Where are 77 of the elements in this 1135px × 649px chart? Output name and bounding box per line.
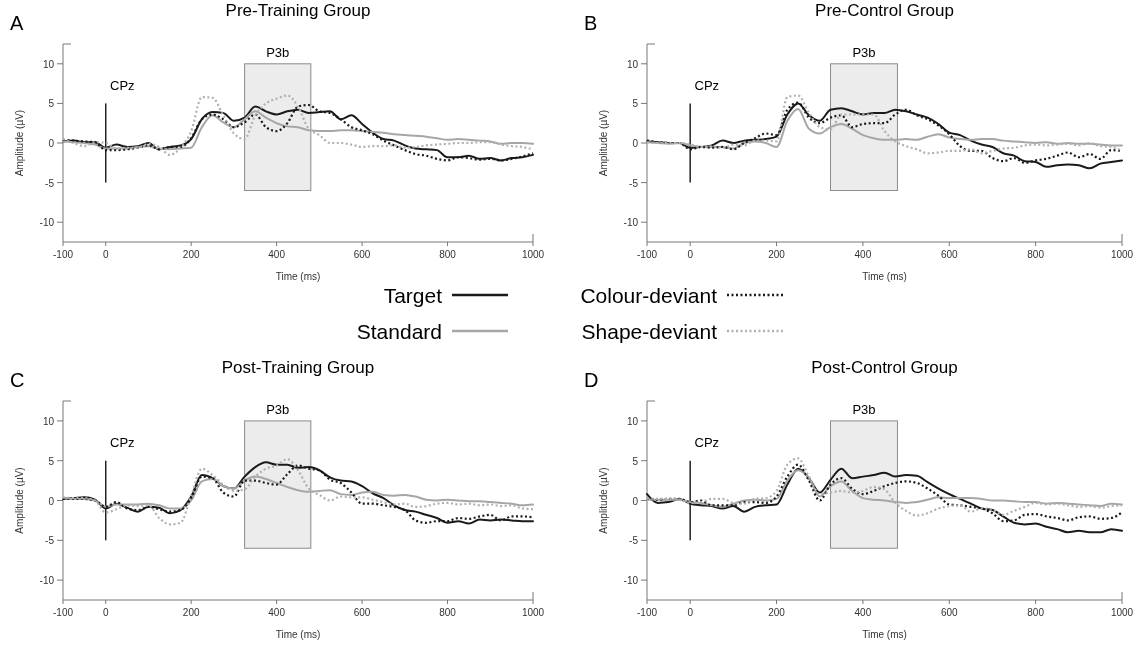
x-tick-label: 400 xyxy=(854,249,872,260)
x-tick-label: 200 xyxy=(768,607,786,618)
annotation: CPz xyxy=(110,77,135,93)
y-tick-label: -10 xyxy=(39,575,55,587)
x-tick-label: 600 xyxy=(353,607,371,618)
x-tick-label: 800 xyxy=(439,607,457,618)
text: B xyxy=(584,12,598,34)
x-tick-label: 600 xyxy=(940,249,959,260)
y-tick-label: 0 xyxy=(632,138,639,149)
text: A xyxy=(10,12,24,34)
annotation: CPz xyxy=(110,434,135,450)
text: C xyxy=(10,369,25,391)
chart-title: Post-Training Group xyxy=(221,358,375,377)
y-tick-label: 5 xyxy=(48,98,55,110)
y-tick-label: 10 xyxy=(42,415,55,427)
x-tick-label: 0 xyxy=(687,607,694,618)
x-tick-label: 200 xyxy=(768,249,786,260)
x-tick-label: 1000 xyxy=(521,607,545,618)
legend-label: Shape-deviant xyxy=(581,320,718,343)
x-tick-label: 1000 xyxy=(1110,249,1134,260)
x-tick-label: -100 xyxy=(52,249,74,260)
x-tick-label: 600 xyxy=(940,607,959,618)
y-tick-label: 0 xyxy=(48,495,55,507)
y-tick-label: -5 xyxy=(45,177,55,189)
band-label: P3b xyxy=(266,401,290,417)
y-tick-label: 0 xyxy=(48,138,55,149)
x-axis-title: Time (ms) xyxy=(275,629,321,640)
y-tick-label: 10 xyxy=(626,415,639,427)
x-tick-label: 800 xyxy=(1027,607,1045,618)
legend-label: Colour-deviant xyxy=(580,284,718,307)
x-tick-label: 800 xyxy=(439,249,457,260)
legend-label: Target xyxy=(383,284,443,307)
x-tick-label: 0 xyxy=(102,249,109,260)
y-tick-label: -5 xyxy=(45,535,55,547)
y-tick-label: 0 xyxy=(632,495,639,507)
legend-label: Standard xyxy=(356,320,442,343)
y-tick-label: 5 xyxy=(632,98,639,110)
x-axis-title: Time (ms) xyxy=(862,629,907,640)
band-label: P3b xyxy=(852,401,876,417)
x-tick-label: 600 xyxy=(353,249,371,260)
x-tick-label: 1000 xyxy=(1110,607,1134,618)
annotation: CPz xyxy=(694,77,720,93)
x-tick-label: 0 xyxy=(102,607,109,618)
x-tick-label: -100 xyxy=(636,607,658,618)
chart-title: Pre-Control Group xyxy=(815,1,954,20)
y-tick-label: -10 xyxy=(39,217,55,229)
x-tick-label: 400 xyxy=(268,249,286,260)
band-label: P3b xyxy=(266,44,290,60)
x-axis-title: Time (ms) xyxy=(275,271,321,282)
y-tick-label: 5 xyxy=(632,455,639,467)
x-tick-label: 200 xyxy=(182,607,200,618)
y-tick-label: -5 xyxy=(629,177,639,189)
y-tick-label: 10 xyxy=(42,58,55,70)
x-tick-label: 1000 xyxy=(521,249,545,260)
x-tick-label: 0 xyxy=(687,249,694,260)
y-axis-title: Amplitude (µV) xyxy=(598,467,609,534)
y-tick-label: -10 xyxy=(623,217,639,229)
y-tick-label: -5 xyxy=(629,535,639,547)
x-tick-label: 800 xyxy=(1027,249,1045,260)
chart-title: Pre-Training Group xyxy=(225,1,371,20)
x-tick-label: 400 xyxy=(854,607,872,618)
x-tick-label: 200 xyxy=(182,249,200,260)
y-tick-label: 10 xyxy=(626,58,639,70)
x-tick-label: -100 xyxy=(52,607,74,618)
y-tick-label: 5 xyxy=(48,455,55,467)
chart-title: Post-Control Group xyxy=(811,358,958,377)
band-label: P3b xyxy=(852,44,876,60)
x-axis-title: Time (ms) xyxy=(862,271,907,282)
y-axis-title: Amplitude (µV) xyxy=(14,109,25,177)
y-tick-label: -10 xyxy=(623,575,639,587)
text: D xyxy=(584,369,599,391)
line-series xyxy=(645,457,1124,517)
annotation: CPz xyxy=(694,434,720,450)
x-tick-label: -100 xyxy=(636,249,658,260)
x-tick-label: 400 xyxy=(268,607,286,618)
y-axis-title: Amplitude (µV) xyxy=(14,467,25,534)
y-axis-title: Amplitude (µV) xyxy=(598,109,609,177)
